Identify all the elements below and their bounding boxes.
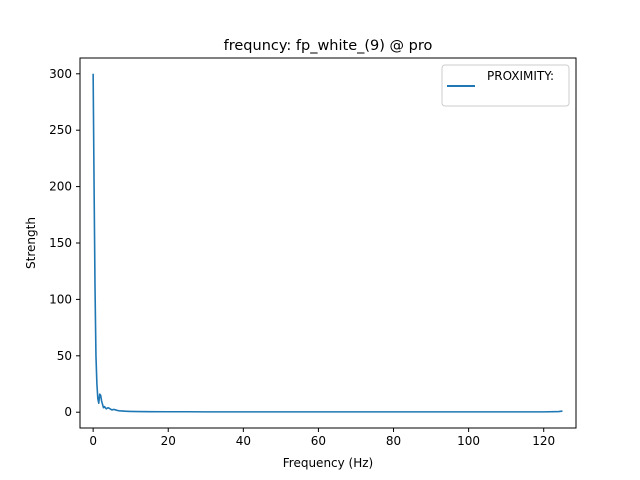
y-tick-label: 300 <box>49 67 72 81</box>
y-axis-label: Strength <box>24 217 38 269</box>
y-tick-label: 150 <box>49 236 72 250</box>
x-tick-label: 120 <box>532 434 555 448</box>
x-axis-ticks: 0 20 40 60 80 100 120 <box>89 428 555 448</box>
legend-label: PROXIMITY: <box>487 69 554 83</box>
y-tick-label: 100 <box>49 292 72 306</box>
x-tick-label: 40 <box>236 434 251 448</box>
x-tick-label: 60 <box>311 434 326 448</box>
x-tick-label: 20 <box>161 434 176 448</box>
x-tick-label: 100 <box>457 434 480 448</box>
y-tick-label: 200 <box>49 180 72 194</box>
x-axis-label: Frequency (Hz) <box>283 456 374 470</box>
series-layer <box>92 73 563 413</box>
x-tick-label: 0 <box>89 434 97 448</box>
x-tick-label: 80 <box>386 434 401 448</box>
y-tick-label: 250 <box>49 123 72 137</box>
legend-frame <box>441 64 570 107</box>
y-axis-ticks: 0 50 100 150 200 250 300 <box>49 67 80 419</box>
legend: PROXIMITY: <box>441 64 570 107</box>
y-tick-label: 0 <box>64 405 72 419</box>
y-tick-label: 50 <box>57 349 72 363</box>
chart-title: frequncy: fp_white_(9) @ pro <box>224 38 433 54</box>
series-line-0 <box>92 73 563 413</box>
